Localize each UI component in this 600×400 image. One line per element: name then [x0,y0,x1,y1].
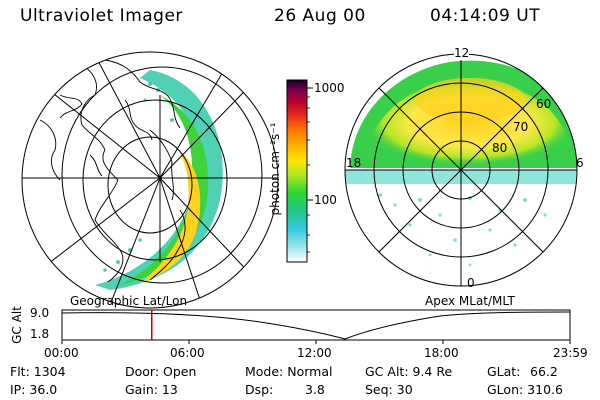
info-door: Door: Open [125,364,197,379]
info-dsp-value: 3.8 [305,382,325,397]
timeline-ytop: 9.0 [30,306,50,320]
mlt-label-0: 0 [467,276,475,290]
mlat-label-80: 80 [492,141,508,155]
geographic-map [22,54,278,306]
colorbar-gradient [286,79,308,263]
info-flt: Flt: 1304 [10,364,66,379]
instrument-title: Ultraviolet Imager [20,6,183,26]
timeline-xtick-3: 18:00 [424,346,459,360]
polar-oval-peak [415,78,525,122]
mlat-label-70: 70 [513,120,529,134]
info-glon: GLon: 310.6 [487,382,563,397]
colorbar-tick-label-1000: 1000 [314,81,345,95]
geo-globe-limb [21,51,279,309]
colorbar-unit-label: photon cm⁻²s⁻¹ [268,122,282,216]
polar-night-band [345,170,577,184]
timeline-ylabel: GC Alt [10,306,24,344]
timeline-frame [61,309,571,341]
mlt-label-12: 12 [454,46,470,60]
mlat-label-60: 60 [536,97,552,111]
geo-map-title: Geographic Lat/Lon [70,294,188,308]
info-ip: IP: 36.0 [10,382,58,397]
timeline-xtick-1: 06:00 [170,346,205,360]
mlt-label-18: 18 [346,156,362,170]
time-label: 04:14:09 UT [430,6,541,26]
info-gcalt: GC Alt: 9.4 Re [365,364,453,379]
polar-map-title: Apex MLat/MLT [425,294,515,308]
geo-aurora-core [140,150,201,283]
info-glat-value: 66.2 [530,364,558,379]
mlt-label-6: 6 [576,156,584,170]
polar-map [344,53,578,287]
date-label: 26 Aug 00 [274,6,366,26]
info-gain: Gain: 13 [125,382,178,397]
colorbar [286,79,313,263]
info-dsp: Dsp: [245,382,274,397]
timeline-xtick-0: 00:00 [44,346,79,360]
info-mode: Mode: Normal [245,364,333,379]
timeline-ybottom: 1.8 [30,327,50,341]
altitude-curve [61,311,571,340]
info-glat: GLat: [487,364,521,379]
timeline-xtick-2: 12:00 [297,346,332,360]
timeline-xtick-4: 23:59 [553,346,588,360]
altitude-timeline [61,309,571,344]
colorbar-tick-label-100: 100 [314,193,337,207]
info-seq: Seq: 30 [365,382,413,397]
